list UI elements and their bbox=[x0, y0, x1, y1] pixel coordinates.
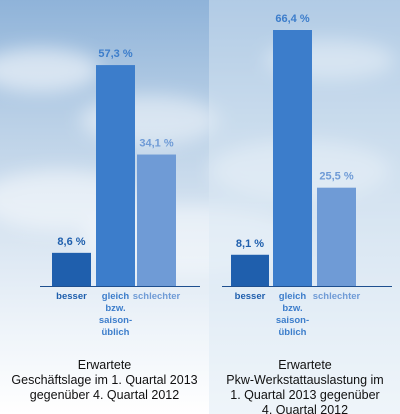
value-label-besser-1: 8,6 % bbox=[57, 236, 85, 248]
caption-left-line-3: gegenüber 4. Quartal 2012 bbox=[29, 388, 180, 402]
chart-right: 8,1 % besser 66,4 % gleich bzw. saison-üblich… bbox=[222, 13, 392, 338]
cat-gleich-label-1: gleich bzw. saison-üblich bbox=[99, 291, 132, 338]
value-label-schlechter-1: 34,1 % bbox=[139, 138, 173, 150]
bar-schlechter-2 bbox=[317, 187, 356, 286]
caption-left-line-1: Erwartete bbox=[77, 358, 132, 372]
caption-right: Erwartete Pkw-Werkstattauslastung im 1. … bbox=[211, 358, 399, 414]
cat-schlechter-label-2: schlechter bbox=[313, 291, 361, 302]
bar-besser-2 bbox=[231, 254, 269, 286]
cat-besser-label-2: besser bbox=[235, 291, 266, 302]
bar-schlechter-1 bbox=[137, 154, 176, 286]
bar-gleich-1 bbox=[96, 65, 135, 286]
bar-besser-1 bbox=[52, 252, 91, 286]
caption-left-line-2: Geschäftslage im 1. Quartal 2013 bbox=[11, 373, 198, 387]
caption-right-line-2: Pkw-Werkstattauslastung im bbox=[226, 373, 384, 387]
chart-left: 8,6 % besser 57,3 % gleich bzw. saison-üblich… bbox=[40, 48, 200, 338]
value-label-besser-2: 8,1 % bbox=[236, 238, 264, 250]
value-label-schlechter-2: 25,5 % bbox=[319, 171, 353, 183]
value-label-gleich-2: 66,4 % bbox=[275, 13, 309, 25]
cat-schlechter-label-1: schlechter bbox=[133, 291, 181, 302]
caption-left: Erwartete Geschäftslage im 1. Quartal 20… bbox=[2, 358, 207, 403]
value-label-gleich-1: 57,3 % bbox=[98, 48, 132, 60]
cat-besser-label-1: besser bbox=[56, 291, 87, 302]
caption-right-line-1: Erwartete bbox=[278, 358, 332, 372]
caption-right-line-4: 4. Quartal 2012 bbox=[261, 403, 349, 414]
caption-right-line-3: 1. Quartal 2013 gegenüber bbox=[230, 388, 380, 402]
cat-gleich-label-2: gleich bzw. saison-üblich bbox=[276, 291, 309, 338]
bar-gleich-2 bbox=[273, 30, 312, 286]
